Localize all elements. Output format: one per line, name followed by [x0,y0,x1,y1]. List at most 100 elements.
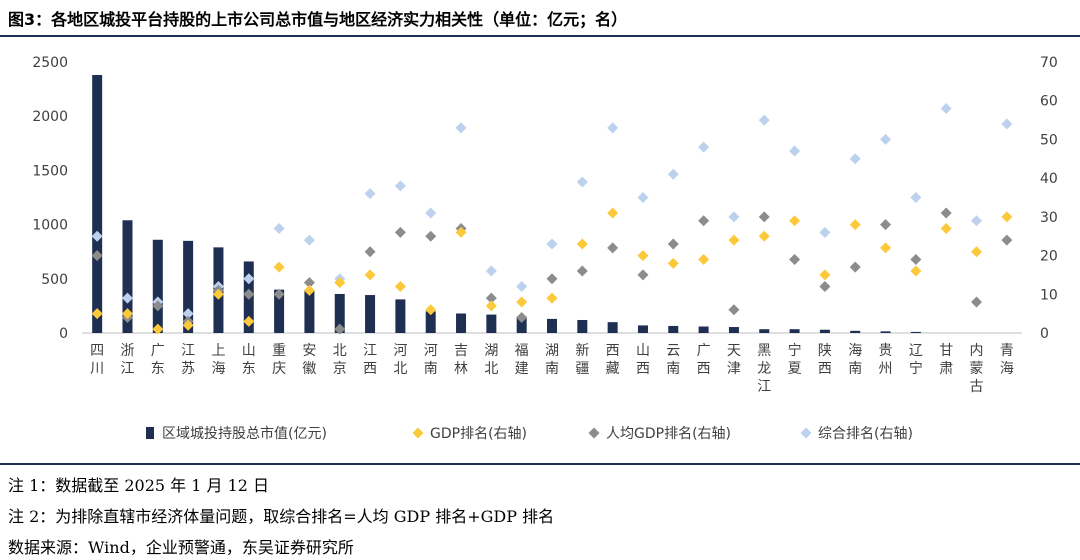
point-gdp-rank [91,308,103,320]
right-tick-label: 20 [1040,249,1058,265]
bar-market-value [910,331,921,333]
point-combined-rank [394,180,406,192]
point-combined-rank [667,168,679,180]
category-label: 山西 [636,343,650,377]
bar-market-value [637,325,648,333]
point-gdp-rank [819,269,831,281]
category-label: 湖南 [545,343,559,377]
category-label: 广东 [151,343,165,377]
bar-market-value [819,329,830,333]
point-per-capita-rank [91,250,103,262]
point-per-capita-rank [152,300,164,312]
point-gdp-rank [425,304,437,316]
legend-label: GDP排名(右轴) [430,426,527,442]
legend-marker [800,427,812,439]
point-per-capita-rank [303,277,315,289]
bar-market-value [698,326,709,333]
category-label: 山东 [242,343,256,377]
point-per-capita-rank [667,238,679,250]
point-per-capita-rank [758,211,770,223]
chart: 05001000150020002500010203040506070四川浙江广… [32,55,1058,442]
bar-market-value [365,295,376,333]
point-combined-rank [940,102,952,114]
point-combined-rank [819,226,831,238]
point-per-capita-rank [728,304,740,316]
point-gdp-rank [121,308,133,320]
bar-market-value [334,293,345,333]
category-label: 北京 [333,343,347,377]
bar-market-value [789,329,800,333]
category-label: 甘肃 [939,343,953,377]
title-rule [0,35,1080,37]
category-label: 福建 [515,343,529,377]
point-combined-rank [455,122,467,134]
point-gdp-rank [303,284,315,296]
bar-market-value [516,316,527,333]
point-gdp-rank [364,269,376,281]
category-label: 西藏 [606,343,620,377]
point-per-capita-rank [789,253,801,265]
point-gdp-rank [880,242,892,254]
point-combined-rank [546,238,558,250]
category-label: 辽宁 [909,343,923,377]
chart-title: 图3：各地区城投平台持股的上市公司总市值与地区经济实力相关性（单位：亿元；名） [8,10,628,29]
point-gdp-rank [394,281,406,293]
point-gdp-rank [910,265,922,277]
point-gdp-rank [273,261,285,273]
point-per-capita-rank [485,292,497,304]
bar-market-value [122,220,133,333]
category-label: 广西 [697,343,711,377]
point-gdp-rank [789,215,801,227]
bar-market-value [183,240,194,333]
point-combined-rank [516,281,528,293]
point-per-capita-rank [394,226,406,238]
left-tick-label: 2500 [32,55,68,71]
point-combined-rank [607,122,619,134]
right-tick-label: 70 [1040,55,1058,71]
legend-label: 综合排名(右轴) [818,426,913,442]
point-gdp-rank [516,296,528,308]
point-gdp-rank [576,238,588,250]
bar-market-value [850,330,861,333]
right-tick-label: 40 [1040,171,1058,187]
left-tick-label: 500 [41,272,68,288]
legend-marker [412,427,424,439]
bar-market-value [395,299,406,333]
category-label: 天津 [727,343,741,377]
point-gdp-rank [607,207,619,219]
point-gdp-rank [334,277,346,289]
right-tick-label: 60 [1040,94,1058,110]
note-2: 注 2：为排除直辖市经济体量问题，取综合排名=人均 GDP 排名+GDP 排名 [8,507,555,526]
point-per-capita-rank [819,281,831,293]
bar-market-value [547,318,557,333]
category-label: 贵州 [879,343,893,377]
point-gdp-rank [152,323,164,335]
left-tick-label: 1000 [32,218,68,234]
point-per-capita-rank [1001,234,1013,246]
right-tick-label: 0 [1040,326,1049,342]
point-combined-rank [637,192,649,203]
point-combined-rank [182,308,194,320]
left-tick-label: 0 [59,326,68,342]
point-gdp-rank [698,253,710,265]
bar-market-value [577,319,588,333]
left-tick-label: 2000 [32,109,68,125]
category-label: 四川 [90,343,104,377]
point-combined-rank [485,265,497,277]
bar-market-value [304,290,315,333]
point-per-capita-rank [880,219,892,231]
category-label: 云南 [666,343,680,377]
point-per-capita-rank [698,215,710,227]
point-per-capita-rank [364,246,376,258]
right-tick-label: 10 [1040,287,1058,303]
bar-market-value [425,311,436,333]
point-combined-rank [425,207,437,219]
category-label: 宁夏 [788,342,802,377]
point-combined-rank [91,230,103,242]
point-per-capita-rank [971,296,983,308]
point-gdp-rank [940,222,952,234]
point-gdp-rank [485,300,497,312]
point-per-capita-rank [910,253,922,265]
point-per-capita-rank [425,230,437,242]
point-combined-rank [303,234,315,246]
